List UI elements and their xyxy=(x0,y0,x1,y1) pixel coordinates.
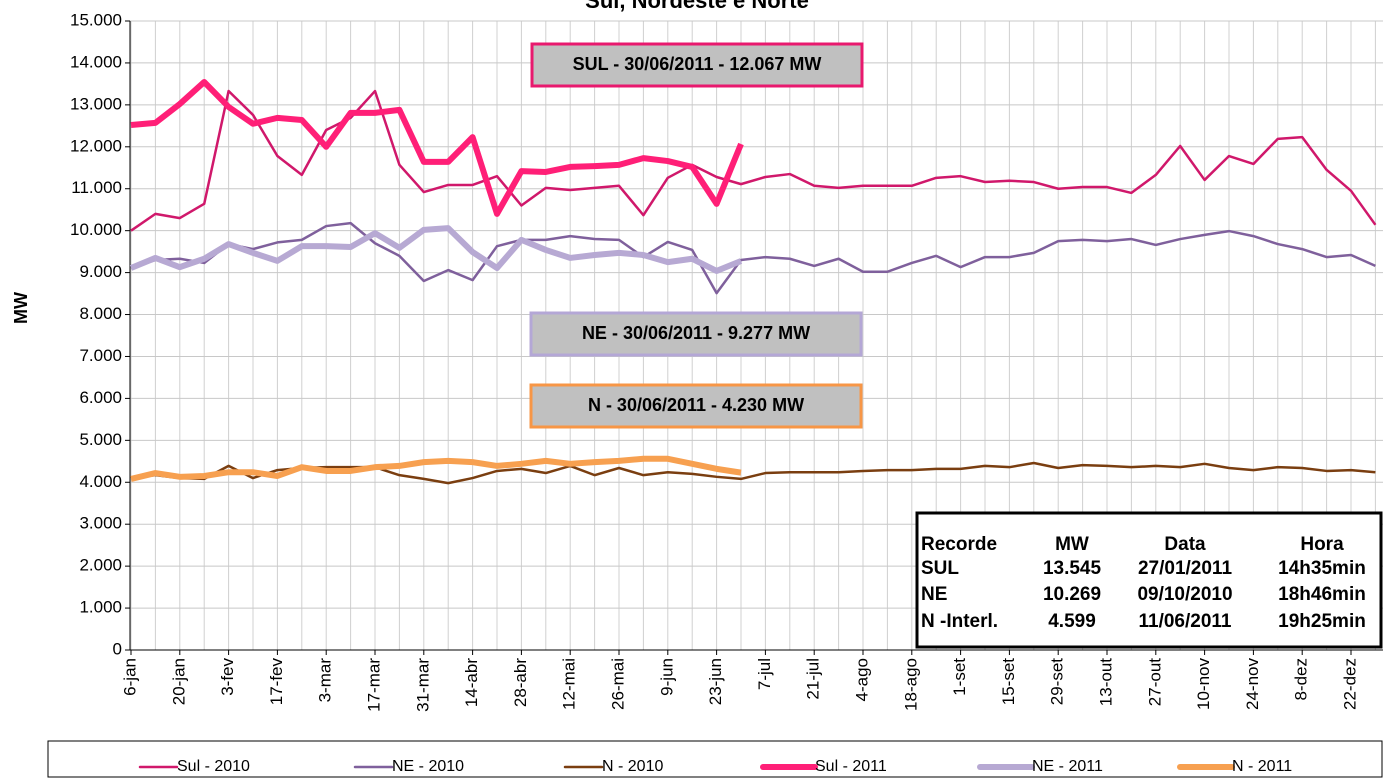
legend-label: N - 2011 xyxy=(1232,758,1292,775)
annotation-text: SUL - 30/06/2011 - 12.067 MW xyxy=(573,54,822,74)
series-line xyxy=(129,225,743,274)
table-cell: NE xyxy=(921,584,947,605)
legend-label: NE - 2010 xyxy=(392,758,464,775)
x-tick-label: 1-set xyxy=(950,658,969,696)
x-tick-label: 31-mar xyxy=(413,658,432,712)
table-header: Recorde xyxy=(921,534,997,555)
y-tick-label: 8.000 xyxy=(79,304,122,323)
x-tick-label: 28-abr xyxy=(511,658,530,707)
x-tick-label: 17-mar xyxy=(364,658,383,712)
x-tick-label: 26-mai xyxy=(608,658,627,710)
series-line xyxy=(130,221,1376,295)
table-cell: N -Interl. xyxy=(921,611,998,632)
legend-label: N - 2010 xyxy=(602,758,663,775)
y-tick-label: 4.000 xyxy=(79,472,122,491)
table-header: Hora xyxy=(1300,534,1344,555)
x-tick-label: 3-mar xyxy=(316,658,335,703)
x-tick-label: 27-out xyxy=(1145,658,1164,706)
legend xyxy=(47,740,1383,778)
x-tick-label: 23-jun xyxy=(706,658,725,705)
x-tick-label: 24-nov xyxy=(1243,658,1262,710)
y-tick-label: 15.000 xyxy=(70,10,122,29)
series-line xyxy=(130,455,742,482)
series-line xyxy=(130,461,1376,485)
x-tick-label: 17-fev xyxy=(267,658,286,706)
y-axis-label: MW xyxy=(11,292,31,324)
x-tick-label: 13-out xyxy=(1096,658,1115,706)
annotation-box xyxy=(530,42,864,88)
table-cell: 09/10/2010 xyxy=(1137,584,1232,605)
y-tick-label: 13.000 xyxy=(70,94,122,113)
y-tick-label: 3.000 xyxy=(79,514,122,533)
x-tick-label: 8-dez xyxy=(1292,658,1311,701)
y-tick-label: 7.000 xyxy=(79,346,122,365)
legend-label: Sul - 2011 xyxy=(815,758,887,775)
chart-title: Sul, Nordeste e Norte xyxy=(585,0,809,13)
legend-label: Sul - 2010 xyxy=(177,758,250,775)
x-tick-label: 20-jan xyxy=(169,658,188,705)
y-tick-label: 10.000 xyxy=(70,220,122,239)
x-tick-label: 4-ago xyxy=(852,658,871,701)
x-tick-label: 10-nov xyxy=(1194,658,1213,710)
y-tick-label: 5.000 xyxy=(79,430,122,449)
table-cell: 11/06/2011 xyxy=(1139,611,1232,632)
y-tick-label: 1.000 xyxy=(79,598,122,617)
table-cell: 10.269 xyxy=(1043,584,1101,605)
table-cell: 19h25min xyxy=(1278,611,1366,632)
y-tick-label: 9.000 xyxy=(79,262,122,281)
y-tick-label: 2.000 xyxy=(79,556,122,575)
x-tick-label: 9-jun xyxy=(657,658,676,696)
x-tick-label: 3-fev xyxy=(218,658,237,696)
table-cell: 4.599 xyxy=(1048,611,1096,632)
y-tick-label: 11.000 xyxy=(71,178,122,197)
table-header: Data xyxy=(1164,534,1206,555)
y-tick-label: 12.000 xyxy=(70,136,122,155)
x-tick-label: 22-dez xyxy=(1340,658,1359,710)
x-tick-label: 6-jan xyxy=(120,658,139,696)
x-tick-label: 14-abr xyxy=(462,658,481,707)
y-tick-label: 14.000 xyxy=(70,52,122,71)
x-tick-label: 7-jul xyxy=(755,658,774,690)
annotation-box xyxy=(529,311,863,357)
x-tick-label: 18-ago xyxy=(901,658,920,711)
x-tick-label: 29-set xyxy=(1048,658,1067,706)
x-tick-label: 21-jul xyxy=(804,658,823,700)
table-cell: 18h46min xyxy=(1278,584,1366,605)
legend-label: NE - 2011 xyxy=(1032,758,1103,775)
annotation-text: NE - 30/06/2011 - 9.277 MW xyxy=(582,323,810,343)
y-tick-label: 0 xyxy=(113,639,122,658)
y-tick-label: 6.000 xyxy=(79,388,122,407)
series-line xyxy=(130,79,744,217)
x-tick-label: 15-set xyxy=(999,658,1018,706)
x-tick-label: 12-mai xyxy=(560,658,579,710)
table-cell: SUL xyxy=(921,558,959,579)
table-header: MW xyxy=(1055,534,1089,555)
record-table xyxy=(915,511,1383,649)
annotation-box xyxy=(529,383,863,429)
annotation-text: N - 30/06/2011 - 4.230 MW xyxy=(588,395,804,415)
series-line xyxy=(130,89,1377,232)
table-cell: 27/01/2011 xyxy=(1138,558,1232,579)
table-cell: 14h35min xyxy=(1278,558,1366,579)
table-cell: 13.545 xyxy=(1043,558,1102,579)
